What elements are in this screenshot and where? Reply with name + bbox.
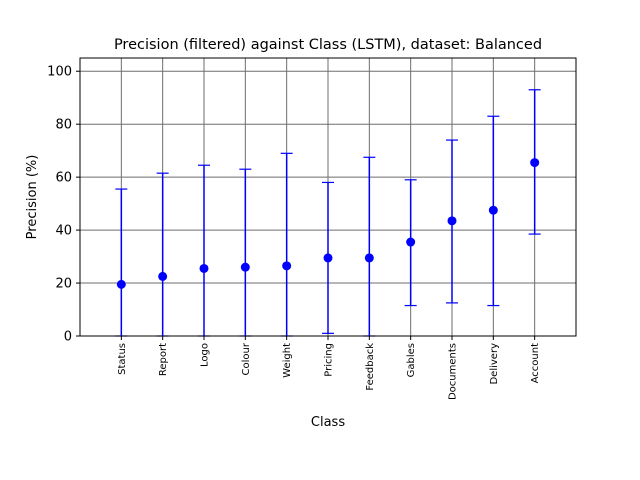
data-point: [282, 261, 292, 271]
y-axis-label: Precision (%): [25, 155, 40, 240]
chart-title: Precision (filtered) against Class (LSTM…: [114, 37, 542, 53]
x-tick-label: Account: [530, 343, 541, 383]
x-tick-label: Feedback: [365, 343, 376, 391]
data-point: [364, 253, 374, 263]
y-axis: 0 20 40 60 80 100: [47, 65, 80, 345]
x-axis-label: Class: [311, 415, 345, 430]
plot-marks: [115, 89, 541, 337]
data-point: [323, 253, 333, 263]
x-tick-label: Delivery: [489, 343, 500, 385]
x-tick-label: Colour: [241, 342, 252, 375]
data-point: [447, 216, 457, 226]
data-point: [488, 205, 498, 215]
x-tick-label: Report: [158, 343, 169, 376]
y-tick-label: 0: [64, 330, 72, 345]
data-point: [116, 279, 126, 289]
y-tick-label: 20: [55, 277, 72, 292]
data-point: [158, 271, 168, 281]
y-tick-label: 100: [47, 65, 72, 80]
y-tick-label: 60: [55, 171, 72, 186]
y-tick-label: 80: [55, 118, 72, 133]
x-tick-label: Status: [117, 343, 128, 375]
x-axis: Status Report Logo Colour Weight Pricing Feedb…: [117, 336, 541, 400]
x-tick-label: Gables: [406, 343, 417, 377]
data-point: [199, 263, 209, 273]
data-point: [240, 262, 250, 272]
x-tick-label: Documents: [448, 343, 459, 400]
x-tick-label: Pricing: [324, 343, 335, 377]
x-tick-label: Logo: [200, 343, 211, 367]
data-point: [530, 158, 540, 168]
data-point: [406, 237, 416, 247]
y-tick-label: 40: [55, 224, 72, 239]
x-tick-label: Weight: [282, 343, 293, 378]
